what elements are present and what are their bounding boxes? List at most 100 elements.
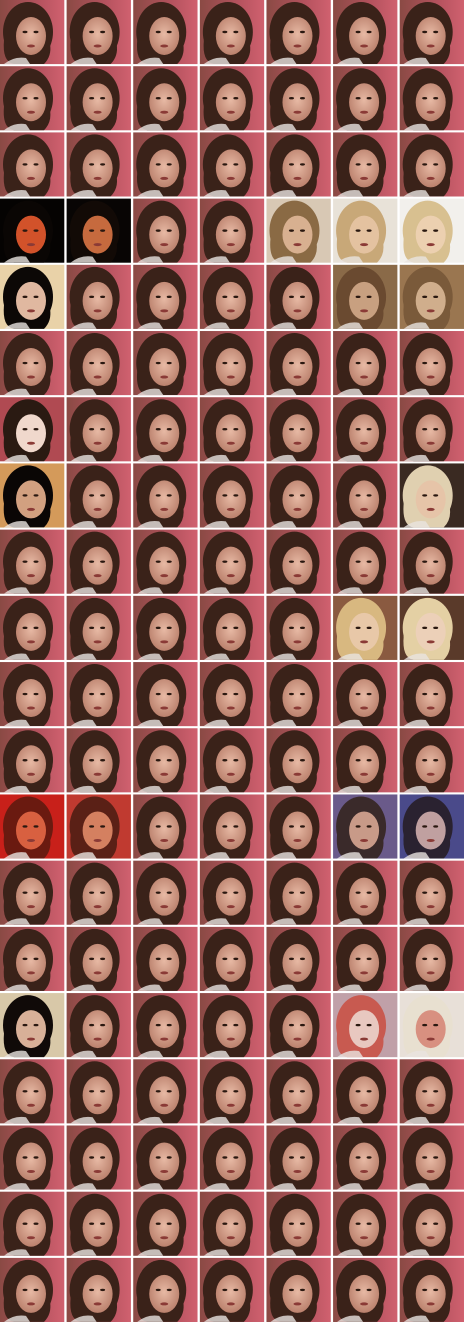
eye — [422, 97, 428, 100]
face — [149, 1208, 180, 1247]
face-tile — [399, 529, 464, 594]
eye — [288, 361, 294, 365]
mouth — [426, 375, 435, 379]
eye — [166, 626, 172, 630]
mouth — [426, 44, 435, 48]
face-tile — [66, 397, 131, 462]
face-tile — [0, 397, 65, 462]
face — [415, 83, 446, 122]
face-tile — [199, 264, 265, 329]
eye — [22, 1222, 28, 1225]
eye — [33, 295, 39, 299]
eye — [222, 97, 228, 100]
mouth — [360, 706, 369, 710]
eye — [89, 97, 95, 100]
face — [349, 1010, 380, 1049]
face — [16, 943, 46, 982]
face-tile — [333, 529, 398, 594]
mouth — [226, 176, 235, 180]
face — [415, 215, 446, 254]
face — [16, 414, 46, 453]
eye — [22, 163, 28, 166]
shoulder — [70, 521, 97, 528]
eye — [33, 428, 39, 431]
face — [415, 17, 446, 55]
eye — [89, 1156, 95, 1159]
face — [415, 679, 446, 718]
shoulder — [270, 521, 297, 528]
shoulder — [137, 1050, 164, 1058]
face — [415, 1010, 446, 1049]
face — [149, 1076, 180, 1115]
eye — [366, 1156, 372, 1159]
shoulder — [337, 719, 364, 727]
shoulder — [4, 984, 30, 991]
face-tile — [333, 860, 398, 925]
face-tile — [399, 595, 464, 660]
eye — [89, 295, 95, 299]
eye — [222, 626, 228, 630]
face-tile — [66, 1125, 131, 1190]
mouth — [226, 1103, 235, 1107]
shoulder — [70, 123, 97, 131]
face — [215, 877, 246, 916]
eye — [222, 229, 228, 232]
eye — [366, 692, 372, 696]
face — [282, 943, 313, 982]
shoulder — [137, 190, 164, 197]
eye — [433, 560, 439, 563]
eye — [22, 891, 28, 894]
face-tile — [66, 463, 131, 528]
eye — [155, 759, 161, 762]
eye — [233, 361, 239, 365]
mouth — [160, 905, 169, 909]
face — [149, 679, 180, 718]
face-tile — [333, 66, 398, 131]
face — [16, 745, 46, 784]
mouth — [360, 1302, 369, 1306]
shoulder — [4, 719, 30, 727]
face — [215, 612, 246, 651]
face — [149, 1274, 180, 1313]
face-tile — [66, 331, 131, 396]
face-tile — [333, 1191, 398, 1256]
eye — [166, 229, 172, 232]
mouth — [93, 772, 102, 776]
shoulder — [270, 123, 297, 131]
mouth — [27, 772, 35, 776]
face-tile — [266, 662, 331, 727]
eye — [100, 626, 106, 630]
face — [349, 348, 380, 387]
shoulder — [403, 719, 430, 727]
face — [82, 281, 113, 320]
mouth — [27, 1103, 35, 1107]
face — [16, 1010, 46, 1049]
face-tile — [199, 1191, 265, 1256]
eye — [89, 1288, 95, 1292]
mouth — [426, 110, 435, 114]
face — [282, 1010, 313, 1049]
face — [149, 1010, 180, 1049]
face — [215, 414, 246, 453]
face — [349, 149, 380, 188]
shoulder — [270, 984, 297, 991]
mouth — [226, 1236, 235, 1240]
mouth — [93, 507, 102, 511]
eye — [433, 428, 439, 431]
eye — [22, 30, 28, 34]
shoulder — [337, 785, 364, 793]
mouth — [93, 1169, 102, 1173]
eye — [222, 1156, 228, 1159]
face-tile — [66, 1059, 131, 1124]
eye — [288, 1023, 294, 1027]
face-tile — [333, 728, 398, 793]
eye — [366, 626, 372, 630]
shoulder — [203, 918, 230, 925]
eye — [155, 295, 161, 299]
shoulder — [4, 388, 30, 396]
face-tile — [399, 397, 464, 462]
eye — [366, 428, 372, 431]
eye — [288, 825, 294, 828]
